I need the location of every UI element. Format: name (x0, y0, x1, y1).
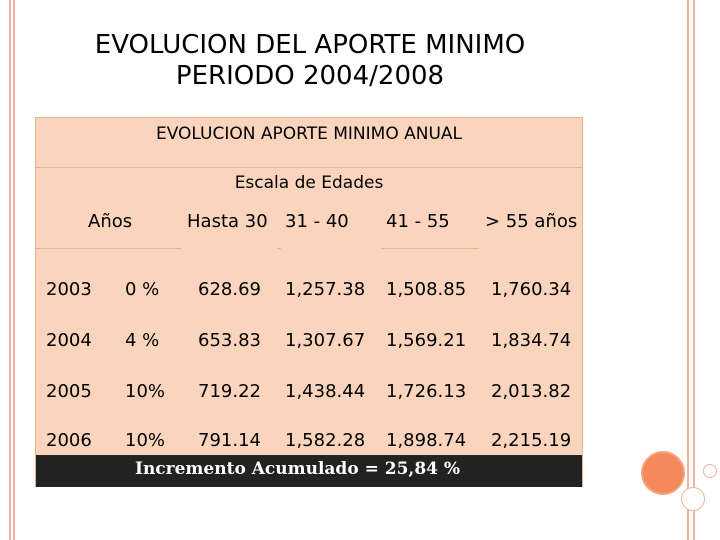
cell-percent: 10% (125, 430, 166, 451)
cell-31-40: 1,307.67 (285, 330, 366, 351)
cell-hasta-30: 719.22 (198, 381, 261, 402)
outline-circle-decoration (681, 487, 705, 511)
table-row: 2004 4 % 653.83 1,307.67 1,569.21 1,834.… (36, 329, 582, 353)
left-border-decoration (9, 0, 15, 540)
cell-hasta-30: 791.14 (198, 430, 261, 451)
cell-41-55: 1,898.74 (386, 430, 467, 451)
cell-over-55: 1,834.74 (491, 330, 572, 351)
cell-hasta-30: 653.83 (198, 330, 261, 351)
header-divider (381, 248, 479, 249)
orange-circle-decoration (641, 451, 685, 495)
table-row: 2006 10% 791.14 1,582.28 1,898.74 2,215.… (36, 429, 582, 453)
right-border-decoration (687, 0, 695, 540)
header-over-55: > 55 años (485, 211, 578, 232)
accumulated-increase-bar: Incremento Acumulado = 25,84 % (36, 455, 582, 487)
cell-over-55: 1,760.34 (491, 279, 572, 300)
small-circle-decoration (703, 464, 717, 478)
contribution-table: EVOLUCION APORTE MINIMO ANUAL Escala de … (35, 117, 583, 487)
cell-percent: 10% (125, 381, 166, 402)
header-hasta-30: Hasta 30 (187, 211, 268, 232)
cell-year: 2003 (46, 279, 92, 300)
slide-title: EVOLUCION DEL APORTE MINIMO PERIODO 2004… (40, 30, 580, 92)
accumulated-increase-text: Incremento Acumulado = 25,84 % (135, 459, 461, 479)
cell-41-55: 1,569.21 (386, 330, 467, 351)
table-caption: EVOLUCION APORTE MINIMO ANUAL (36, 118, 582, 168)
cell-year: 2005 (46, 381, 92, 402)
cell-hasta-30: 628.69 (198, 279, 261, 300)
column-header-row: Años Hasta 30 31 - 40 41 - 55 > 55 años (36, 198, 582, 250)
header-31-40: 31 - 40 (285, 211, 349, 232)
cell-percent: 4 % (125, 330, 160, 351)
cell-31-40: 1,257.38 (285, 279, 366, 300)
header-years: Años (88, 211, 133, 232)
table-row: 2003 0 % 628.69 1,257.38 1,508.85 1,760.… (36, 278, 582, 302)
cell-31-40: 1,438.44 (285, 381, 366, 402)
table-row: 2005 10% 719.22 1,438.44 1,726.13 2,013.… (36, 380, 582, 404)
title-line-1: EVOLUCION DEL APORTE MINIMO (94, 30, 526, 60)
header-divider (36, 248, 181, 249)
cell-year: 2004 (46, 330, 92, 351)
cell-year: 2006 (46, 430, 92, 451)
age-scale-header: Escala de Edades (234, 173, 384, 193)
cell-percent: 0 % (125, 279, 160, 300)
cell-41-55: 1,726.13 (386, 381, 467, 402)
header-divider (277, 248, 281, 249)
cell-31-40: 1,582.28 (285, 430, 366, 451)
cell-over-55: 2,215.19 (491, 430, 572, 451)
cell-over-55: 2,013.82 (491, 381, 572, 402)
title-line-2: PERIODO 2004/2008 (175, 61, 445, 91)
cell-41-55: 1,508.85 (386, 279, 467, 300)
header-41-55: 41 - 55 (386, 211, 450, 232)
